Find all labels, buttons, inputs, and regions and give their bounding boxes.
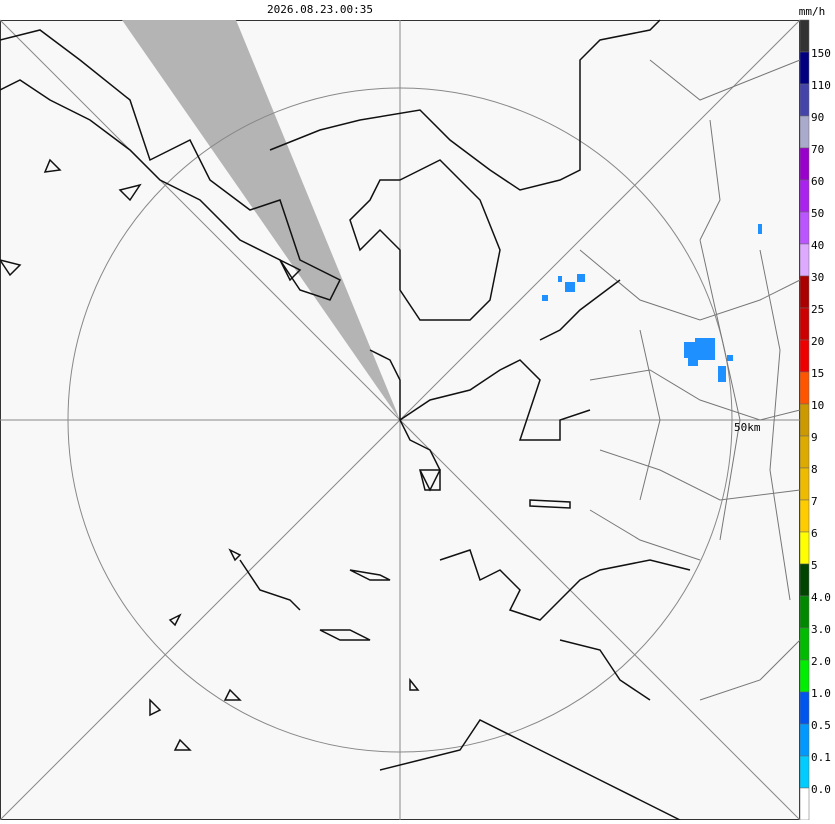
legend-label: 110	[811, 79, 831, 92]
legend-label: 6	[811, 527, 818, 540]
unit-label: mm/h	[799, 5, 826, 18]
coastline	[0, 29, 342, 301]
legend-label: 1.0	[811, 687, 831, 700]
echo	[758, 224, 762, 234]
legend-swatch	[799, 691, 810, 725]
legend-label: 0.5	[811, 719, 831, 732]
legend-label: 5	[811, 559, 818, 572]
legend-swatch	[799, 531, 810, 565]
echo	[695, 338, 715, 360]
legend-swatch	[799, 243, 810, 277]
legend-label: 9	[811, 431, 818, 444]
legend-label: 10	[811, 399, 824, 412]
legend-swatch	[799, 211, 810, 245]
legend-swatch	[799, 307, 810, 341]
beam-blockage	[122, 20, 400, 420]
echo	[718, 366, 726, 382]
legend-swatch	[799, 339, 810, 373]
legend-swatch	[799, 563, 810, 597]
coastline	[168, 469, 691, 821]
legend-label: 0.1	[811, 751, 831, 764]
map: 50km	[0, 19, 801, 821]
legend-label: 4.0	[811, 591, 831, 604]
legend-label: 20	[811, 335, 824, 348]
echo	[688, 356, 698, 366]
range-label: 50km	[734, 421, 761, 434]
legend-label: 150	[811, 47, 831, 60]
coastline	[269, 19, 661, 321]
legend-swatch	[799, 147, 810, 181]
legend-swatch	[799, 659, 810, 693]
legend-swatch	[799, 723, 810, 757]
legend-swatch	[799, 755, 810, 789]
legend-label: 8	[811, 463, 818, 476]
coastline	[369, 279, 621, 492]
legend-label: 60	[811, 175, 824, 188]
legend-label: 25	[811, 303, 824, 316]
legend-label: 90	[811, 111, 824, 124]
legend-label: 30	[811, 271, 824, 284]
echo	[558, 276, 562, 282]
legend-swatch	[799, 275, 810, 309]
legend-swatch	[799, 435, 810, 469]
admin-borders	[579, 59, 801, 701]
legend-label: 2.0	[811, 655, 831, 668]
legend-label: 3.0	[811, 623, 831, 636]
echo	[577, 274, 585, 282]
legend-swatch	[799, 467, 810, 501]
legend-label: 50	[811, 207, 824, 220]
echo	[727, 355, 733, 361]
legend-swatch	[799, 83, 810, 117]
legend-label: 7	[811, 495, 818, 508]
legend-swatch	[799, 115, 810, 149]
timestamp: 2026.08.23.00:35	[267, 3, 373, 16]
legend-label: 40	[811, 239, 824, 252]
legend-swatch	[799, 787, 810, 821]
legend-swatch	[799, 499, 810, 533]
echo	[565, 282, 575, 292]
echo	[542, 295, 548, 301]
legend-label: 15	[811, 367, 824, 380]
legend-label: 70	[811, 143, 824, 156]
color-legend: 150 110 90 70 60 50 40 30 25 20 15 10 9 8 7 6 5 4.0 3.0 2.0…	[799, 19, 831, 821]
legend-label: 0.0	[811, 783, 831, 796]
legend-swatch	[799, 371, 810, 405]
legend-swatch	[799, 179, 810, 213]
legend-swatch	[799, 51, 810, 85]
legend-swatch	[799, 595, 810, 629]
legend-swatch	[799, 403, 810, 437]
legend-swatch	[799, 627, 810, 661]
island	[0, 158, 571, 751]
legend-swatch	[799, 19, 810, 53]
radar-echoes	[542, 224, 762, 382]
